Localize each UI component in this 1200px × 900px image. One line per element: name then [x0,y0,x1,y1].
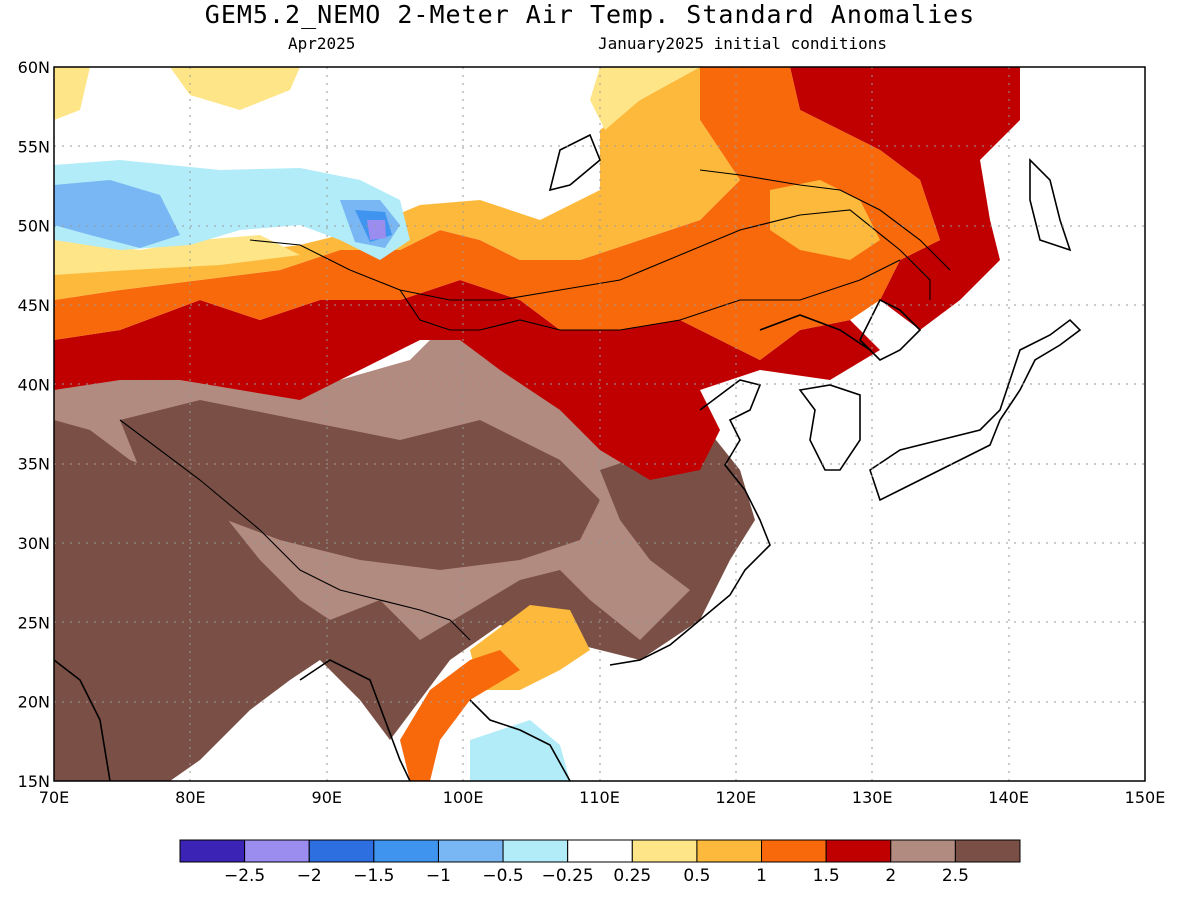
colorbar-swatch [502,839,569,863]
colorbar-swatch [308,839,375,863]
lat-label: 40N [18,375,50,394]
anomaly-region-0_25-0_5 [170,67,300,110]
colorbar-swatch [761,839,827,863]
colorbar-swatch [631,839,698,863]
lon-label: 150E [1125,788,1166,807]
lat-label: 50N [18,217,50,236]
anomaly-region-0_5-1 [54,67,740,300]
init-conditions-label: January2025 initial conditions [598,34,887,53]
anomaly-region-0_25-0_5 [590,67,700,130]
anomaly-region-1-1_5 [54,67,940,360]
map-frame [53,66,1146,782]
lat-label: 15N [18,772,50,791]
anomaly-field [54,67,1020,781]
map-title: GEM5.2_NEMO 2-Meter Air Temp. Standard A… [204,0,976,29]
lat-label: 25N [18,613,50,632]
lat-label: 60N [18,58,50,77]
lon-label: 110E [579,788,620,807]
lon-label: 120E [716,788,757,807]
country-borders [119,169,951,641]
lat-label: 20N [18,693,50,712]
colorbar-swatch [437,839,504,863]
colorbar-tick-label: 0.25 [613,866,651,886]
lon-label: 80E [175,788,205,807]
colorbar-tick-label: −1 [426,866,451,886]
colorbar-tick-label: 2.5 [942,866,969,886]
lat-label: 35N [18,455,50,474]
colorbar-tick-label: 1 [756,866,767,886]
lon-label: 140E [988,788,1029,807]
anomaly-region-0_25-0_5 [54,235,300,275]
anomaly-region-neg2-neg2_5 [367,220,386,240]
colorbar-labels: −2.5 −2 −1.5 −1 −0.5 −0.25 0.25 0.5 1 1.5 2 2.5 [224,866,969,886]
anomaly-region-1_5-2 [54,280,880,480]
coastlines [54,133,1082,781]
colorbar-swatch [696,839,763,863]
anomaly-region-0_25-0_5 [54,67,90,120]
anomaly-region-neg0_25-neg0_5 [470,720,570,781]
colorbar-swatch [954,839,1021,863]
colorbar-tick-label: −2 [297,866,322,886]
anomaly-region-1_5-2 [790,67,1020,330]
anomaly-region-2-2_5 [120,400,600,570]
anomaly-region-0_5-1 [770,180,880,260]
colorbar-swatch [890,839,956,863]
lon-label: 130E [852,788,893,807]
colorbar [179,839,1021,863]
colorbar-tick-label: 1.5 [813,866,840,886]
colorbar-tick-label: −0.25 [542,866,594,886]
lon-label: 70E [39,788,69,807]
lon-label: 100E [443,788,484,807]
colorbar-tick-label: −2.5 [224,866,265,886]
lat-label: 45N [18,296,50,315]
longitude-labels: 70E 80E 90E 100E 110E 120E 130E 140E 150E [39,788,1166,807]
valid-month-label: Apr2025 [288,34,356,53]
latitude-labels: 15N 20N 25N 30N 35N 40N 45N 50N 55N 60N [18,58,50,791]
anomaly-region-neg0_5-neg1 [54,180,180,248]
graticule [54,67,1145,781]
colorbar-tick-label: −0.5 [482,866,523,886]
colorbar-tick-label: 0.5 [683,866,710,886]
anomaly-region-1-1_5 [400,650,520,781]
colorbar-tick-label: 2 [885,866,896,886]
colorbar-swatch [373,839,439,863]
colorbar-swatch [825,839,892,863]
colorbar-tick-label: −1.5 [353,866,394,886]
colorbar-swatch [567,839,633,863]
lat-label: 30N [18,534,50,553]
colorbar-swatch [179,839,246,863]
lon-label: 90E [312,788,342,807]
lat-label: 55N [18,137,50,156]
colorbar-swatch [244,839,310,863]
